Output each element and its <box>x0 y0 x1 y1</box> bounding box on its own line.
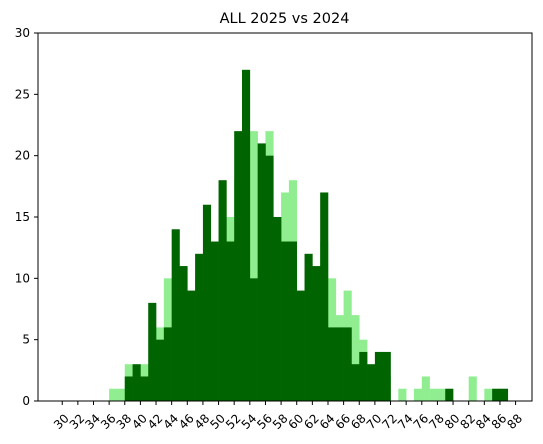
series_2025-bar <box>257 143 266 401</box>
series_2025-bar <box>242 69 251 402</box>
series_2024-bar <box>429 388 438 401</box>
chart-title: ALL 2025 vs 2024 <box>220 11 350 27</box>
series_2025-bar <box>202 204 212 401</box>
y-tick-label: 20 <box>15 149 30 163</box>
series_2025-bar <box>335 327 344 401</box>
series_2024-bar <box>249 131 258 401</box>
series_2025-bar <box>312 266 321 401</box>
bars-layer <box>109 69 509 402</box>
series_2025-bars <box>124 69 509 402</box>
y-tick-label: 0 <box>22 394 30 408</box>
series_2025-bar <box>367 364 376 401</box>
y-tick-label: 5 <box>22 333 30 347</box>
series_2025-bar <box>273 217 282 401</box>
series_2025-bar <box>320 192 329 401</box>
series_2025-bar <box>234 131 243 401</box>
series_2024-bar <box>437 388 446 401</box>
series_2024-bar <box>421 376 430 401</box>
series_2025-bar <box>179 266 188 401</box>
series_2025-bar <box>288 241 298 401</box>
series_2025-bar <box>226 241 235 401</box>
series_2025-bar <box>156 339 165 401</box>
series_2025-bar <box>304 253 313 401</box>
series_2025-bar <box>327 327 337 401</box>
series_2025-bar <box>281 241 290 401</box>
series_2025-bar <box>359 351 368 401</box>
series_2025-bar <box>124 376 133 401</box>
y-tick-label: 15 <box>15 210 30 224</box>
series_2025-bar <box>492 388 501 401</box>
series_2024-bar <box>468 376 477 401</box>
series_2024-bar <box>351 315 360 401</box>
series_2024-bar <box>484 388 493 401</box>
series_2025-bar <box>351 364 360 401</box>
series_2024-bar <box>109 388 118 401</box>
series_2025-bar <box>343 327 352 401</box>
series_2024-bar <box>398 388 407 401</box>
y-tick-label: 25 <box>15 87 30 101</box>
series_2025-bar <box>296 290 305 401</box>
series_2025-bar <box>218 180 227 401</box>
series_2025-bar <box>382 351 391 401</box>
series_2024-bar <box>413 388 423 401</box>
series_2025-bar <box>210 241 219 401</box>
series_2025-bar <box>445 388 454 401</box>
series_2025-bar <box>140 376 149 401</box>
series_2025-bar <box>132 364 141 401</box>
series_2025-bar <box>171 229 180 401</box>
y-tick-label: 30 <box>15 26 30 40</box>
series_2025-bar <box>265 155 274 401</box>
series_2025-bar <box>187 290 196 401</box>
series_2025-bar <box>499 388 509 401</box>
series_2025-bar <box>148 302 157 401</box>
y-tick-label: 10 <box>15 271 30 285</box>
series_2025-bar <box>249 278 258 401</box>
series_2025-bar <box>374 351 384 401</box>
series_2024-bar <box>116 388 126 401</box>
y-axis: 0 5 10 15 20 25 30 <box>15 26 38 408</box>
series_2025-bar <box>163 327 172 401</box>
series_2025-bar <box>195 253 204 401</box>
